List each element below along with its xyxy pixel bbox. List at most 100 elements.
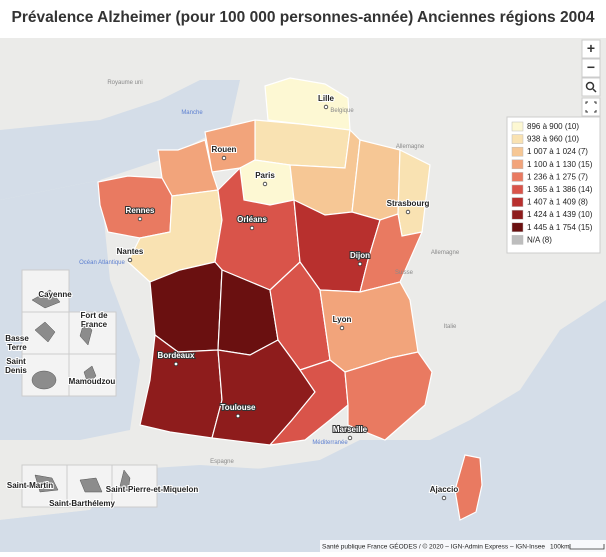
city-label: Nantes xyxy=(117,247,144,256)
city-label: Marseille xyxy=(333,425,368,434)
place-label-2: Allemagne xyxy=(431,250,460,256)
inset-shape xyxy=(83,365,97,385)
legend-swatch xyxy=(511,134,524,144)
city-label: Lille xyxy=(318,94,335,103)
city-dot xyxy=(127,257,133,263)
city-dot xyxy=(323,104,329,110)
scale-bar xyxy=(569,544,605,550)
legend-swatch xyxy=(511,146,524,157)
legend-swatch xyxy=(511,197,524,207)
inset-label-line: Denis xyxy=(5,366,27,375)
legend-label: 1 407 à 1 409 (8) xyxy=(527,198,588,207)
search-button[interactable] xyxy=(581,77,601,97)
legend-swatch xyxy=(511,235,524,245)
city-label: Rennes xyxy=(126,206,155,215)
city-label: Orléans xyxy=(237,215,267,224)
region-languedoc xyxy=(268,359,349,446)
city-dot xyxy=(262,181,268,187)
fullscreen-button[interactable] xyxy=(581,97,601,117)
region-paca xyxy=(344,351,433,441)
legend-label: 938 à 960 (10) xyxy=(527,135,579,144)
legend-label: 896 à 900 (10) xyxy=(527,122,579,131)
inset-shape xyxy=(31,370,57,390)
inset-label: Cayenne xyxy=(38,290,72,299)
city-label: Toulouse xyxy=(221,403,257,412)
region-lorraine xyxy=(351,139,401,221)
zoom-button[interactable] xyxy=(581,58,601,78)
inset-label: Basse Terre xyxy=(5,334,29,352)
legend-label: 1 445 à 1 754 (15) xyxy=(527,223,593,232)
region-corse xyxy=(454,454,483,521)
city-label: Bordeaux xyxy=(158,351,195,360)
legend-label: 1 007 à 1 024 (7) xyxy=(527,147,588,156)
scale-label: 100km xyxy=(550,544,570,551)
city-dot xyxy=(441,495,447,501)
place-label: Océan Atlantique xyxy=(79,260,125,266)
legend-swatch xyxy=(511,184,524,195)
inset-label: Saint Denis xyxy=(5,357,27,375)
city-dot xyxy=(339,325,345,331)
zoom-label[interactable]: + xyxy=(587,40,595,56)
legend-swatch xyxy=(511,222,524,233)
city-dot xyxy=(357,261,363,267)
city-label: Paris xyxy=(255,171,275,180)
place-label: Italie xyxy=(444,324,457,330)
inset-label-line: Saint xyxy=(6,357,26,366)
inset-label-line: Basse xyxy=(5,334,29,343)
city-label: Dijon xyxy=(350,251,370,260)
city-dot xyxy=(405,209,411,215)
city-label: Lyon xyxy=(333,315,352,324)
footer-band xyxy=(320,540,606,552)
header-band xyxy=(0,0,606,38)
city-label: Rouen xyxy=(212,145,237,154)
region-franche-comte xyxy=(359,213,424,293)
search-icon xyxy=(585,81,595,91)
place-label: Allemagne xyxy=(396,144,425,150)
place-label: Suisse xyxy=(395,270,414,276)
legend-swatch xyxy=(511,159,524,170)
uk-land xyxy=(0,38,200,130)
place-label: Belgique xyxy=(330,108,354,114)
channel xyxy=(0,80,240,200)
legend-label: N/A (8) xyxy=(527,235,552,244)
inset-label-line: Fort de xyxy=(80,311,108,320)
inset-label: Saint-Pierre-et-Miquelon xyxy=(106,485,199,494)
legend-label: 1 100 à 1 130 (15) xyxy=(527,160,593,169)
legend-label: 1 424 à 1 439 (10) xyxy=(527,210,593,219)
place-label: Manche xyxy=(181,110,203,116)
city-dot xyxy=(347,435,353,441)
region-nord xyxy=(264,77,351,131)
place-label: Royaume uni xyxy=(107,80,142,86)
inset-label: Mamoudzou xyxy=(69,377,116,386)
city-dot xyxy=(235,413,241,419)
zoom-label[interactable]: − xyxy=(587,59,595,75)
inset-box xyxy=(111,464,158,508)
region-ile-de-france xyxy=(239,159,295,206)
search-icon xyxy=(592,88,597,93)
legend-swatch xyxy=(511,172,524,182)
inset-shape xyxy=(79,321,93,346)
city-dot xyxy=(221,155,227,161)
city-label: Ajaccio xyxy=(430,485,459,494)
inset-label-line: France xyxy=(81,320,108,329)
inset-shape xyxy=(34,321,56,343)
city-dot xyxy=(249,225,255,231)
inset-shape xyxy=(34,474,59,493)
inset-label: Saint-Barthélemy xyxy=(49,499,115,508)
mediterranean xyxy=(0,430,606,552)
inset-shape xyxy=(119,469,131,493)
inset-label-line: Terre xyxy=(7,343,27,352)
city-label: Strasbourg xyxy=(387,199,430,208)
inset-label: Fort de France xyxy=(80,311,108,329)
legend-swatch xyxy=(511,121,524,132)
title: Prévalence Alzheimer (pour 100 000 perso… xyxy=(12,9,595,26)
inset-shape xyxy=(79,477,103,493)
inset-label: Saint-Martin xyxy=(7,481,53,490)
fullscreen-icon xyxy=(585,101,597,113)
zoom-button[interactable] xyxy=(581,39,601,59)
city-dot xyxy=(173,361,179,367)
legend-label: 1 236 à 1 275 (7) xyxy=(527,172,588,181)
city-dot xyxy=(137,216,143,222)
inset-shape xyxy=(31,289,61,309)
